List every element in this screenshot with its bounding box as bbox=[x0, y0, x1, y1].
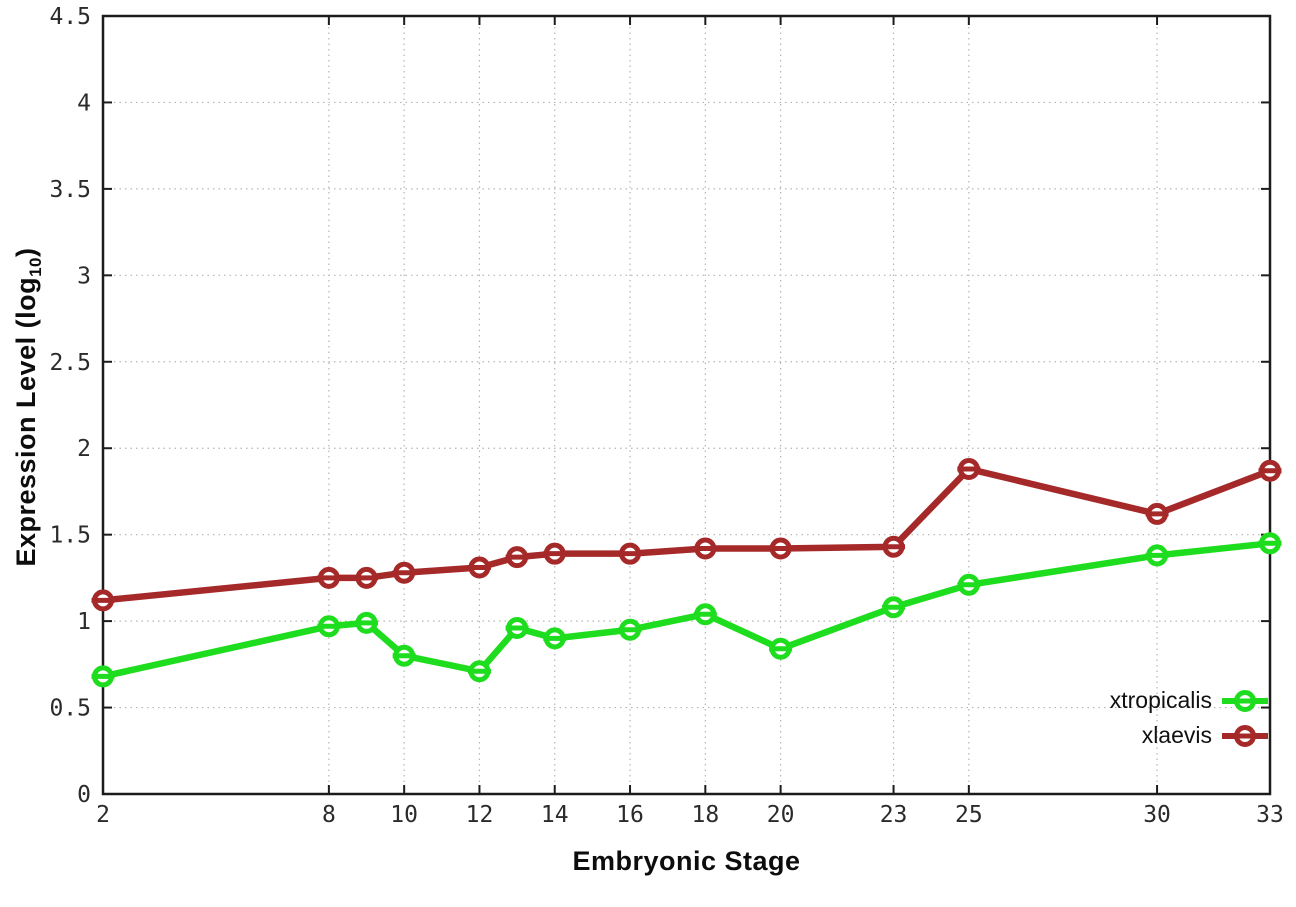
marker-xtropicalis-stage-8 bbox=[317, 615, 340, 638]
x-tick-label: 12 bbox=[466, 802, 494, 828]
y-tick-label: 2 bbox=[77, 436, 91, 462]
marker-xtropicalis-stage-16 bbox=[619, 618, 642, 641]
marker-xlaevis-stage-9 bbox=[355, 566, 378, 589]
marker-xlaevis-stage-23 bbox=[882, 535, 905, 558]
marker-xtropicalis-stage-23 bbox=[882, 596, 905, 619]
y-axis-title: Expression Level (log10) bbox=[11, 107, 45, 707]
x-tick-label: 8 bbox=[322, 802, 336, 828]
marker-xtropicalis-stage-33 bbox=[1259, 532, 1281, 555]
marker-xlaevis-stage-10 bbox=[393, 561, 416, 584]
xlaevis-marker-icon bbox=[1222, 722, 1268, 750]
legend-item-xtropicalis: xtropicalis bbox=[1110, 685, 1268, 716]
y-axis-title-close: ) bbox=[11, 247, 41, 258]
marker-xlaevis-stage-12 bbox=[468, 556, 491, 579]
y-tick-label: 1 bbox=[77, 609, 91, 635]
legend-sample-xlaevis bbox=[1222, 724, 1268, 747]
xtropicalis-marker-icon bbox=[1222, 687, 1268, 715]
marker-xtropicalis-stage-25 bbox=[957, 573, 980, 596]
y-tick-label: 3.5 bbox=[49, 177, 91, 203]
series-line-xtropicalis bbox=[99, 540, 1274, 680]
marker-xtropicalis-stage-12 bbox=[468, 660, 491, 683]
marker-xlaevis-stage-25 bbox=[957, 457, 980, 480]
x-tick-label: 23 bbox=[880, 802, 908, 828]
plot-border bbox=[101, 14, 1272, 796]
marker-xlaevis-stage-16 bbox=[619, 542, 642, 565]
marker-xlaevis-stage-20 bbox=[769, 537, 792, 560]
marker-xlaevis-stage-18 bbox=[694, 537, 717, 560]
x-tick-label: 25 bbox=[955, 802, 983, 828]
y-tick-label: 4 bbox=[77, 90, 91, 116]
legend-label-xtropicalis: xtropicalis bbox=[1109, 687, 1212, 713]
marker-xlaevis-stage-33 bbox=[1259, 459, 1281, 482]
marker-xtropicalis-stage-10 bbox=[393, 644, 416, 667]
marker-xtropicalis-stage-13 bbox=[506, 617, 529, 640]
x-tick-label: 2 bbox=[96, 802, 110, 828]
legend-label-xlaevis: xlaevis bbox=[1141, 722, 1212, 748]
marker-xtropicalis-stage-9 bbox=[355, 611, 378, 634]
marker-xlaevis-stage-14 bbox=[543, 542, 566, 565]
marker-xlaevis-stage-2 bbox=[92, 589, 114, 612]
marker-xlaevis-stage-8 bbox=[317, 566, 340, 589]
marker-xtropicalis-stage-14 bbox=[543, 627, 566, 650]
x-tick-label: 30 bbox=[1143, 802, 1171, 828]
y-axis-title-subscript: 10 bbox=[26, 257, 45, 277]
marker-xtropicalis-stage-2 bbox=[92, 665, 114, 688]
legend-sample-xtropicalis bbox=[1222, 689, 1268, 712]
y-tick-label: 1.5 bbox=[49, 523, 91, 549]
legend: xtropicalis xlaevis bbox=[1110, 685, 1268, 751]
y-axis-title-text: Expression Level (log bbox=[11, 276, 41, 567]
marker-xlaevis-stage-13 bbox=[506, 546, 529, 569]
legend-item-xlaevis: xlaevis bbox=[1110, 720, 1268, 751]
x-tick-label: 33 bbox=[1256, 802, 1284, 828]
marker-xlaevis-stage-30 bbox=[1146, 502, 1169, 525]
x-tick-label: 14 bbox=[541, 802, 569, 828]
x-tick-label: 16 bbox=[616, 802, 644, 828]
x-tick-label: 18 bbox=[691, 802, 719, 828]
x-tick-label: 10 bbox=[390, 802, 418, 828]
marker-xtropicalis-stage-18 bbox=[694, 603, 717, 626]
y-tick-label: 4.5 bbox=[49, 4, 91, 30]
y-tick-label: 0 bbox=[77, 782, 91, 808]
y-tick-label: 2.5 bbox=[49, 350, 91, 376]
y-tick-label: 0.5 bbox=[49, 696, 91, 722]
marker-xtropicalis-stage-30 bbox=[1146, 544, 1169, 567]
marker-xtropicalis-stage-20 bbox=[769, 637, 792, 660]
x-tick-label: 20 bbox=[767, 802, 795, 828]
x-axis-title: Embryonic Stage bbox=[572, 846, 801, 876]
y-tick-label: 3 bbox=[77, 263, 91, 289]
